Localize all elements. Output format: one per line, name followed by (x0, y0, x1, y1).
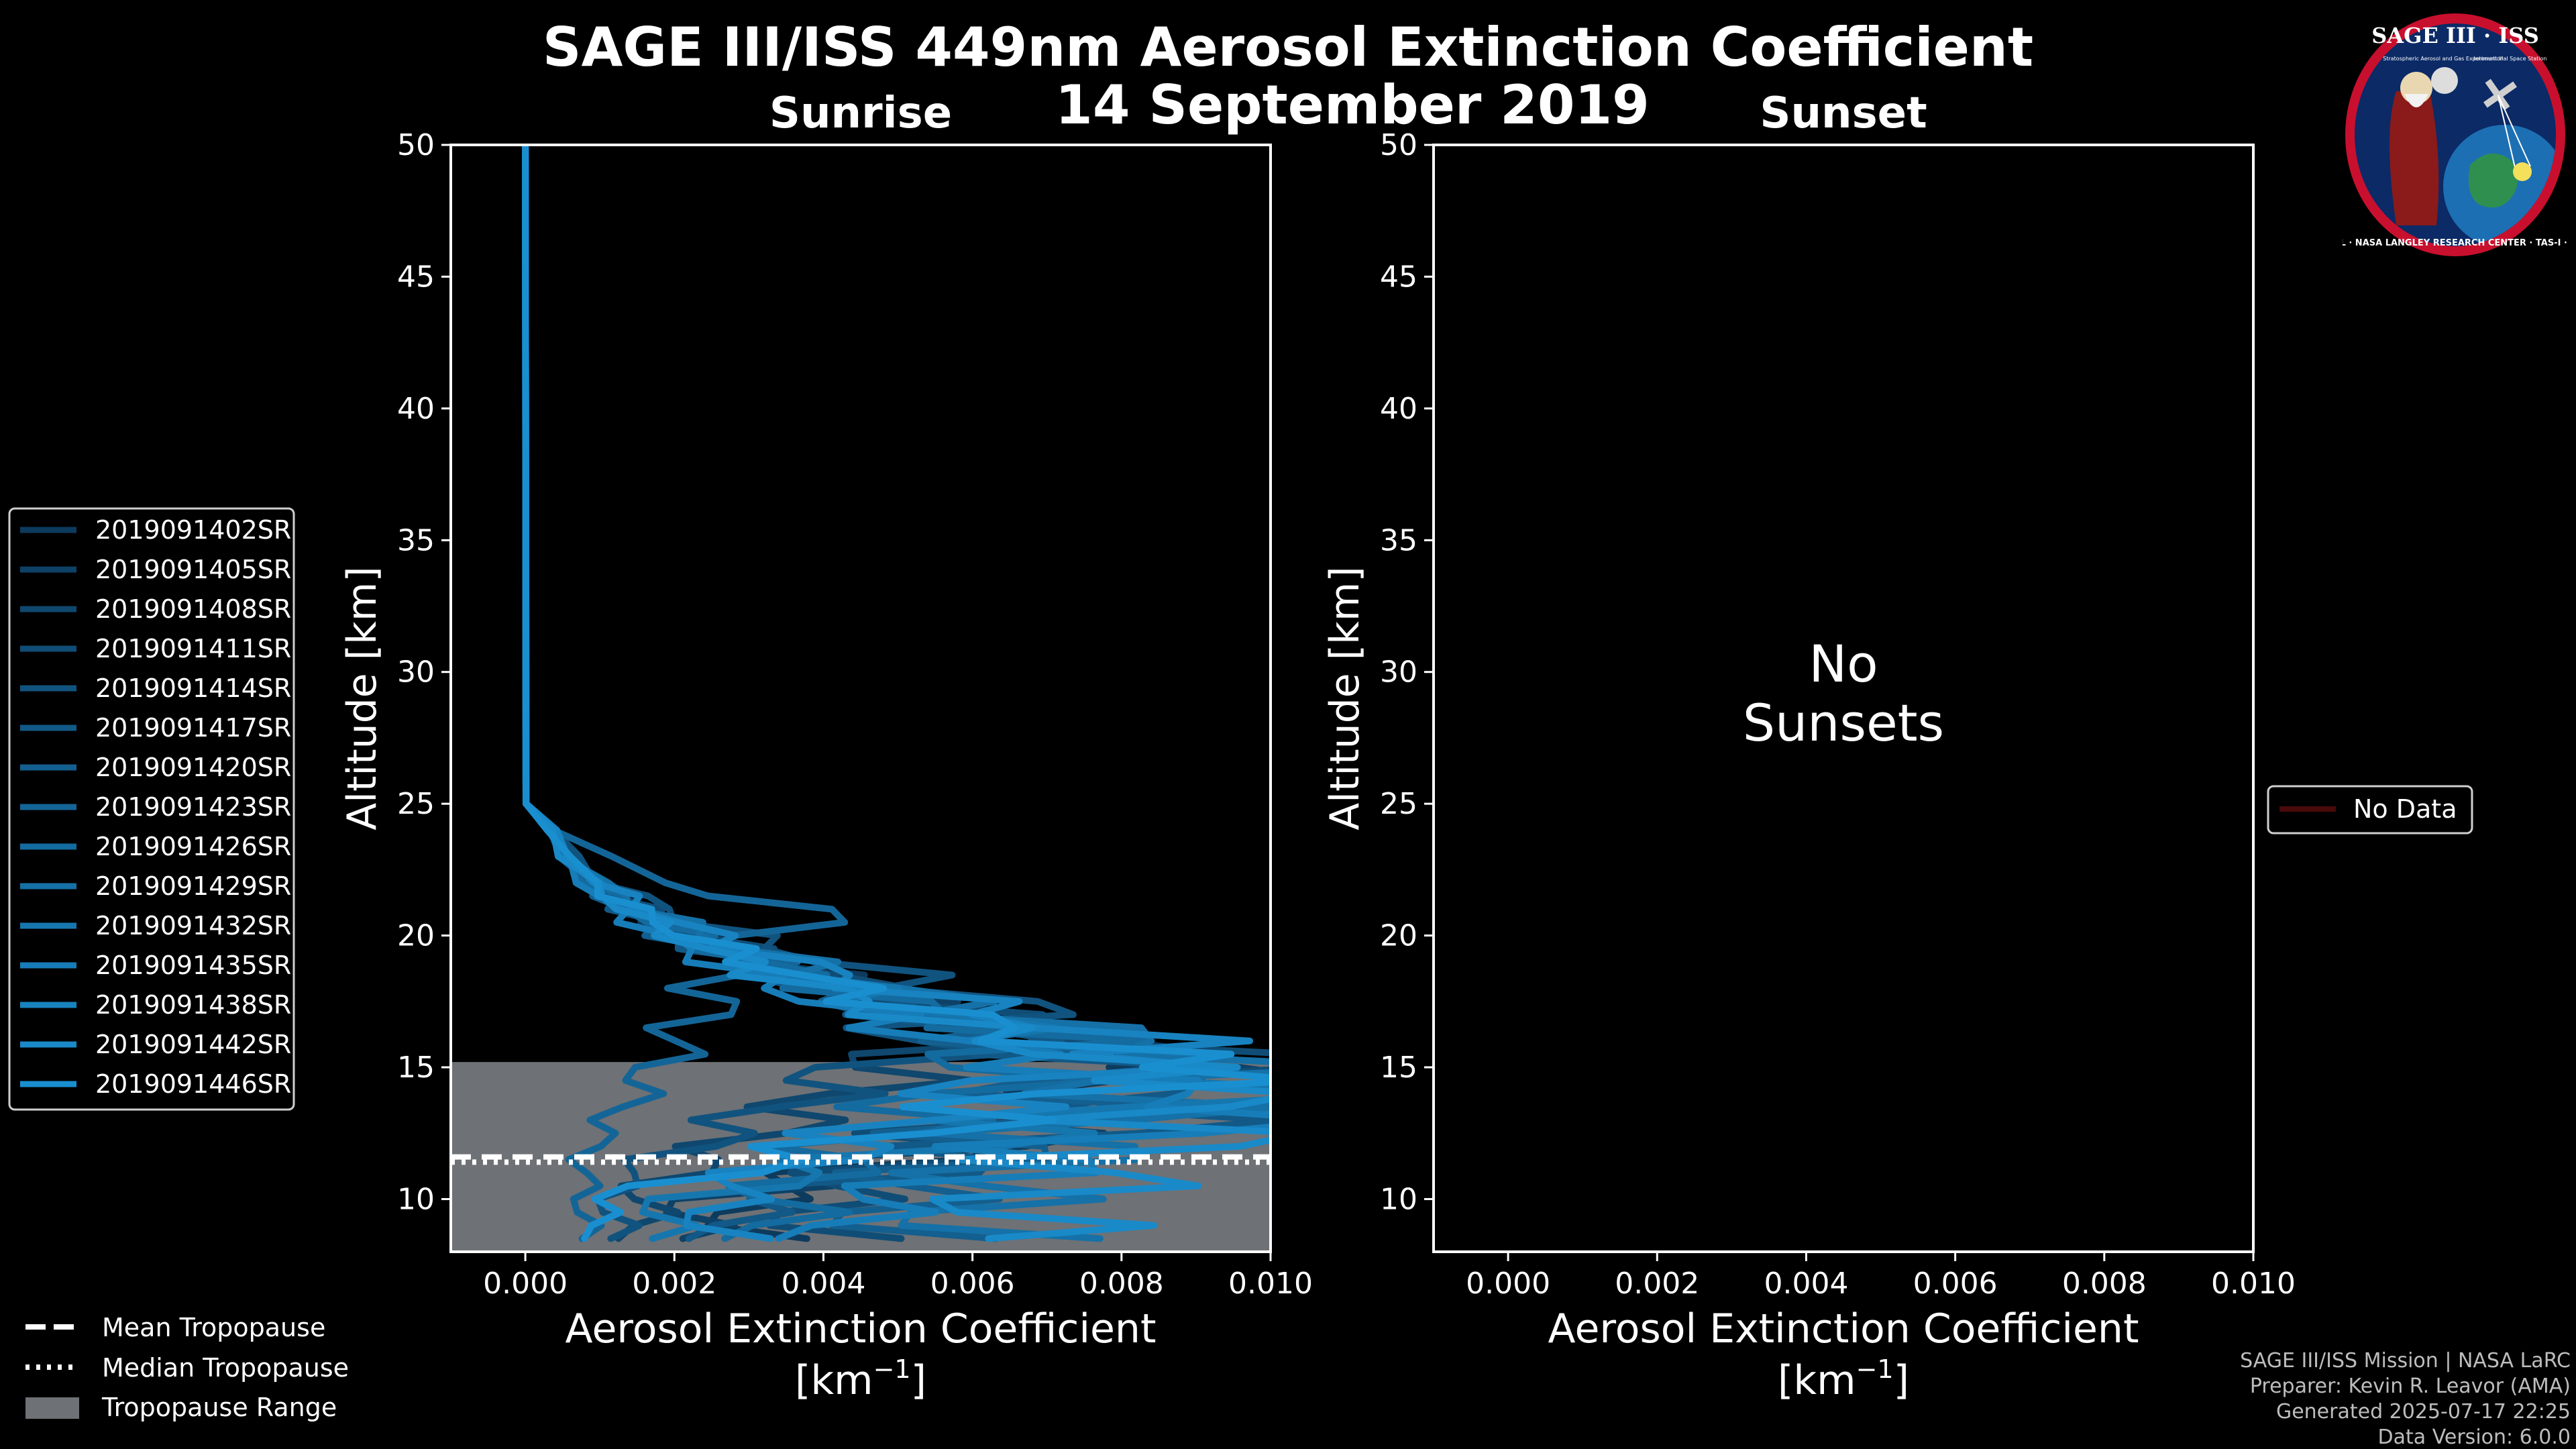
sunrise-x-tick-label: 0.008 (1079, 1267, 1164, 1301)
sunset-panel-title: Sunset (1760, 89, 1927, 138)
sunrise-y-tick-label: 30 (397, 655, 435, 690)
legend-label-2019091438SR: 2019091438SR (95, 990, 291, 1020)
date-title: 14 September 2019 (1055, 74, 1650, 136)
legend-label-2019091432SR: 2019091432SR (95, 911, 291, 941)
footer-preparer: Preparer: Kevin R. Leavor (AMA) (2250, 1375, 2571, 1398)
no-data-legend-label: No Data (2353, 794, 2457, 824)
logo-subtitle-left: Stratospheric Aerosol and Gas Experiment… (2383, 56, 2503, 62)
sunset-x-tick-label: 0.004 (1764, 1267, 1848, 1301)
legend-label-2019091423SR: 2019091423SR (95, 792, 291, 822)
sunset-x-tick-label: 0.000 (1466, 1267, 1550, 1301)
sunrise-x-tick-label: 0.004 (781, 1267, 865, 1301)
footer-mission: SAGE III/ISS Mission | NASA LaRC (2240, 1349, 2571, 1373)
sunset-x-tick-label: 0.008 (2062, 1267, 2147, 1301)
legend-label-2019091411SR: 2019091411SR (95, 634, 291, 663)
mean-tropopause-legend-label: Mean Tropopause (102, 1313, 325, 1342)
sunrise-y-tick-label: 10 (397, 1182, 435, 1216)
tropopause-range-legend-label: Tropopause Range (101, 1393, 337, 1422)
main-title: SAGE III/ISS 449nm Aerosol Extinction Co… (543, 16, 2033, 78)
sunrise-y-tick-label: 15 (397, 1051, 435, 1085)
sunset-y-tick-label: 45 (1380, 260, 1417, 294)
legend-label-2019091446SR: 2019091446SR (95, 1069, 291, 1099)
sun-icon (2513, 162, 2532, 181)
sunrise-y-tick-label: 20 (397, 919, 435, 953)
moon-icon (2431, 67, 2458, 94)
sunrise-x-tick-label: 0.010 (1228, 1267, 1313, 1301)
sunrise-axes-frame (449, 144, 1272, 1253)
legend-label-2019091414SR: 2019091414SR (95, 674, 291, 703)
legend-label-2019091417SR: 2019091417SR (95, 713, 291, 743)
footer-generated: Generated 2025-07-17 22:25 (2276, 1400, 2571, 1424)
logo-subtitle-right: International Space Station (2474, 56, 2547, 62)
sunset-x-axis-label: Aerosol Extinction Coefficient (1548, 1305, 2139, 1352)
sunrise-legend: 2019091402SR 2019091405SR 2019091408SR 2019… (8, 507, 295, 1111)
sunset-x-ticks: 0.000 0.002 0.004 0.006 0.008 0.010 (1466, 1252, 2296, 1301)
sunset-legend-frame (2267, 785, 2473, 835)
sunrise-y-tick-label: 35 (397, 523, 435, 557)
sunrise-legend-frame (8, 507, 295, 1111)
tropopause-range-legend-swatch (25, 1397, 79, 1419)
no-sunsets-line2: Sunsets (1743, 693, 1944, 753)
sunrise-y-axis-label: Altitude [km] (339, 566, 386, 830)
sunrise-x-tick-label: 0.002 (632, 1267, 716, 1301)
legend-label-2019091426SR: 2019091426SR (95, 832, 291, 861)
sunrise-x-tick-label: 0.000 (483, 1267, 568, 1301)
sunset-axes-frame (1432, 144, 2255, 1253)
legend-label-2019091435SR: 2019091435SR (95, 951, 291, 980)
footer-version: Data Version: 6.0.0 (2378, 1426, 2571, 1449)
sunset-y-tick-label: 20 (1380, 919, 1417, 953)
sunset-x-tick-label: 0.010 (2211, 1267, 2296, 1301)
sunset-y-tick-label: 35 (1380, 523, 1417, 557)
sunrise-panel-title: Sunrise (769, 89, 952, 138)
legend-label-2019091405SR: 2019091405SR (95, 555, 291, 584)
sage-iii-iss-mission-logo: SAGE III · ISS Stratospheric Aerosol and… (2343, 13, 2568, 256)
sunrise-x-ticks: 0.000 0.002 0.004 0.006 0.008 0.010 (483, 1252, 1313, 1301)
footer-credits: SAGE III/ISS Mission | NASA LaRC Prepare… (2240, 1349, 2571, 1449)
sunset-x-tick-label: 0.006 (1913, 1267, 1998, 1301)
tropopause-legend: Mean Tropopause Median Tropopause Tropop… (25, 1313, 349, 1422)
no-sunsets-line1: No (1809, 634, 1878, 694)
sunrise-y-tick-label: 25 (397, 787, 435, 821)
sunset-y-axis-label: Altitude [km] (1322, 566, 1368, 830)
sage-figure-icon (2390, 91, 2439, 225)
sunrise-y-tick-label: 50 (397, 128, 435, 162)
sunset-y-tick-label: 50 (1380, 128, 1417, 162)
sunset-x-axis-units: [km−1] (1778, 1354, 1909, 1404)
legend-label-2019091420SR: 2019091420SR (95, 753, 291, 782)
sunset-legend: No Data (2267, 785, 2473, 835)
legend-label-2019091402SR: 2019091402SR (95, 515, 291, 545)
sunrise-y-tick-label: 40 (397, 392, 435, 426)
sunset-y-tick-label: 40 (1380, 392, 1417, 426)
median-tropopause-legend-label: Median Tropopause (102, 1353, 349, 1383)
sunset-y-tick-label: 15 (1380, 1051, 1417, 1085)
sunrise-y-ticks: 10 15 20 25 30 35 40 45 50 (397, 128, 451, 1216)
legend-label-2019091429SR: 2019091429SR (95, 871, 291, 901)
sunset-x-tick-label: 0.002 (1615, 1267, 1699, 1301)
legend-label-2019091408SR: 2019091408SR (95, 594, 291, 624)
sunset-y-tick-label: 10 (1380, 1182, 1417, 1216)
sunrise-x-tick-label: 0.006 (930, 1267, 1015, 1301)
logo-ring-text: BALL · NASA LANGLEY RESEARCH CENTER · TA… (2343, 238, 2568, 248)
sunrise-x-axis-label: Aerosol Extinction Coefficient (566, 1305, 1157, 1352)
sunset-y-tick-label: 25 (1380, 787, 1417, 821)
sunrise-x-axis-units: [km−1] (795, 1354, 926, 1404)
sunset-y-tick-label: 30 (1380, 655, 1417, 690)
logo-title: SAGE III · ISS (2371, 23, 2539, 48)
legend-label-2019091442SR: 2019091442SR (95, 1030, 291, 1059)
sunset-y-ticks: 10 15 20 25 30 35 40 45 50 (1380, 128, 1434, 1216)
sunrise-y-tick-label: 45 (397, 260, 435, 294)
